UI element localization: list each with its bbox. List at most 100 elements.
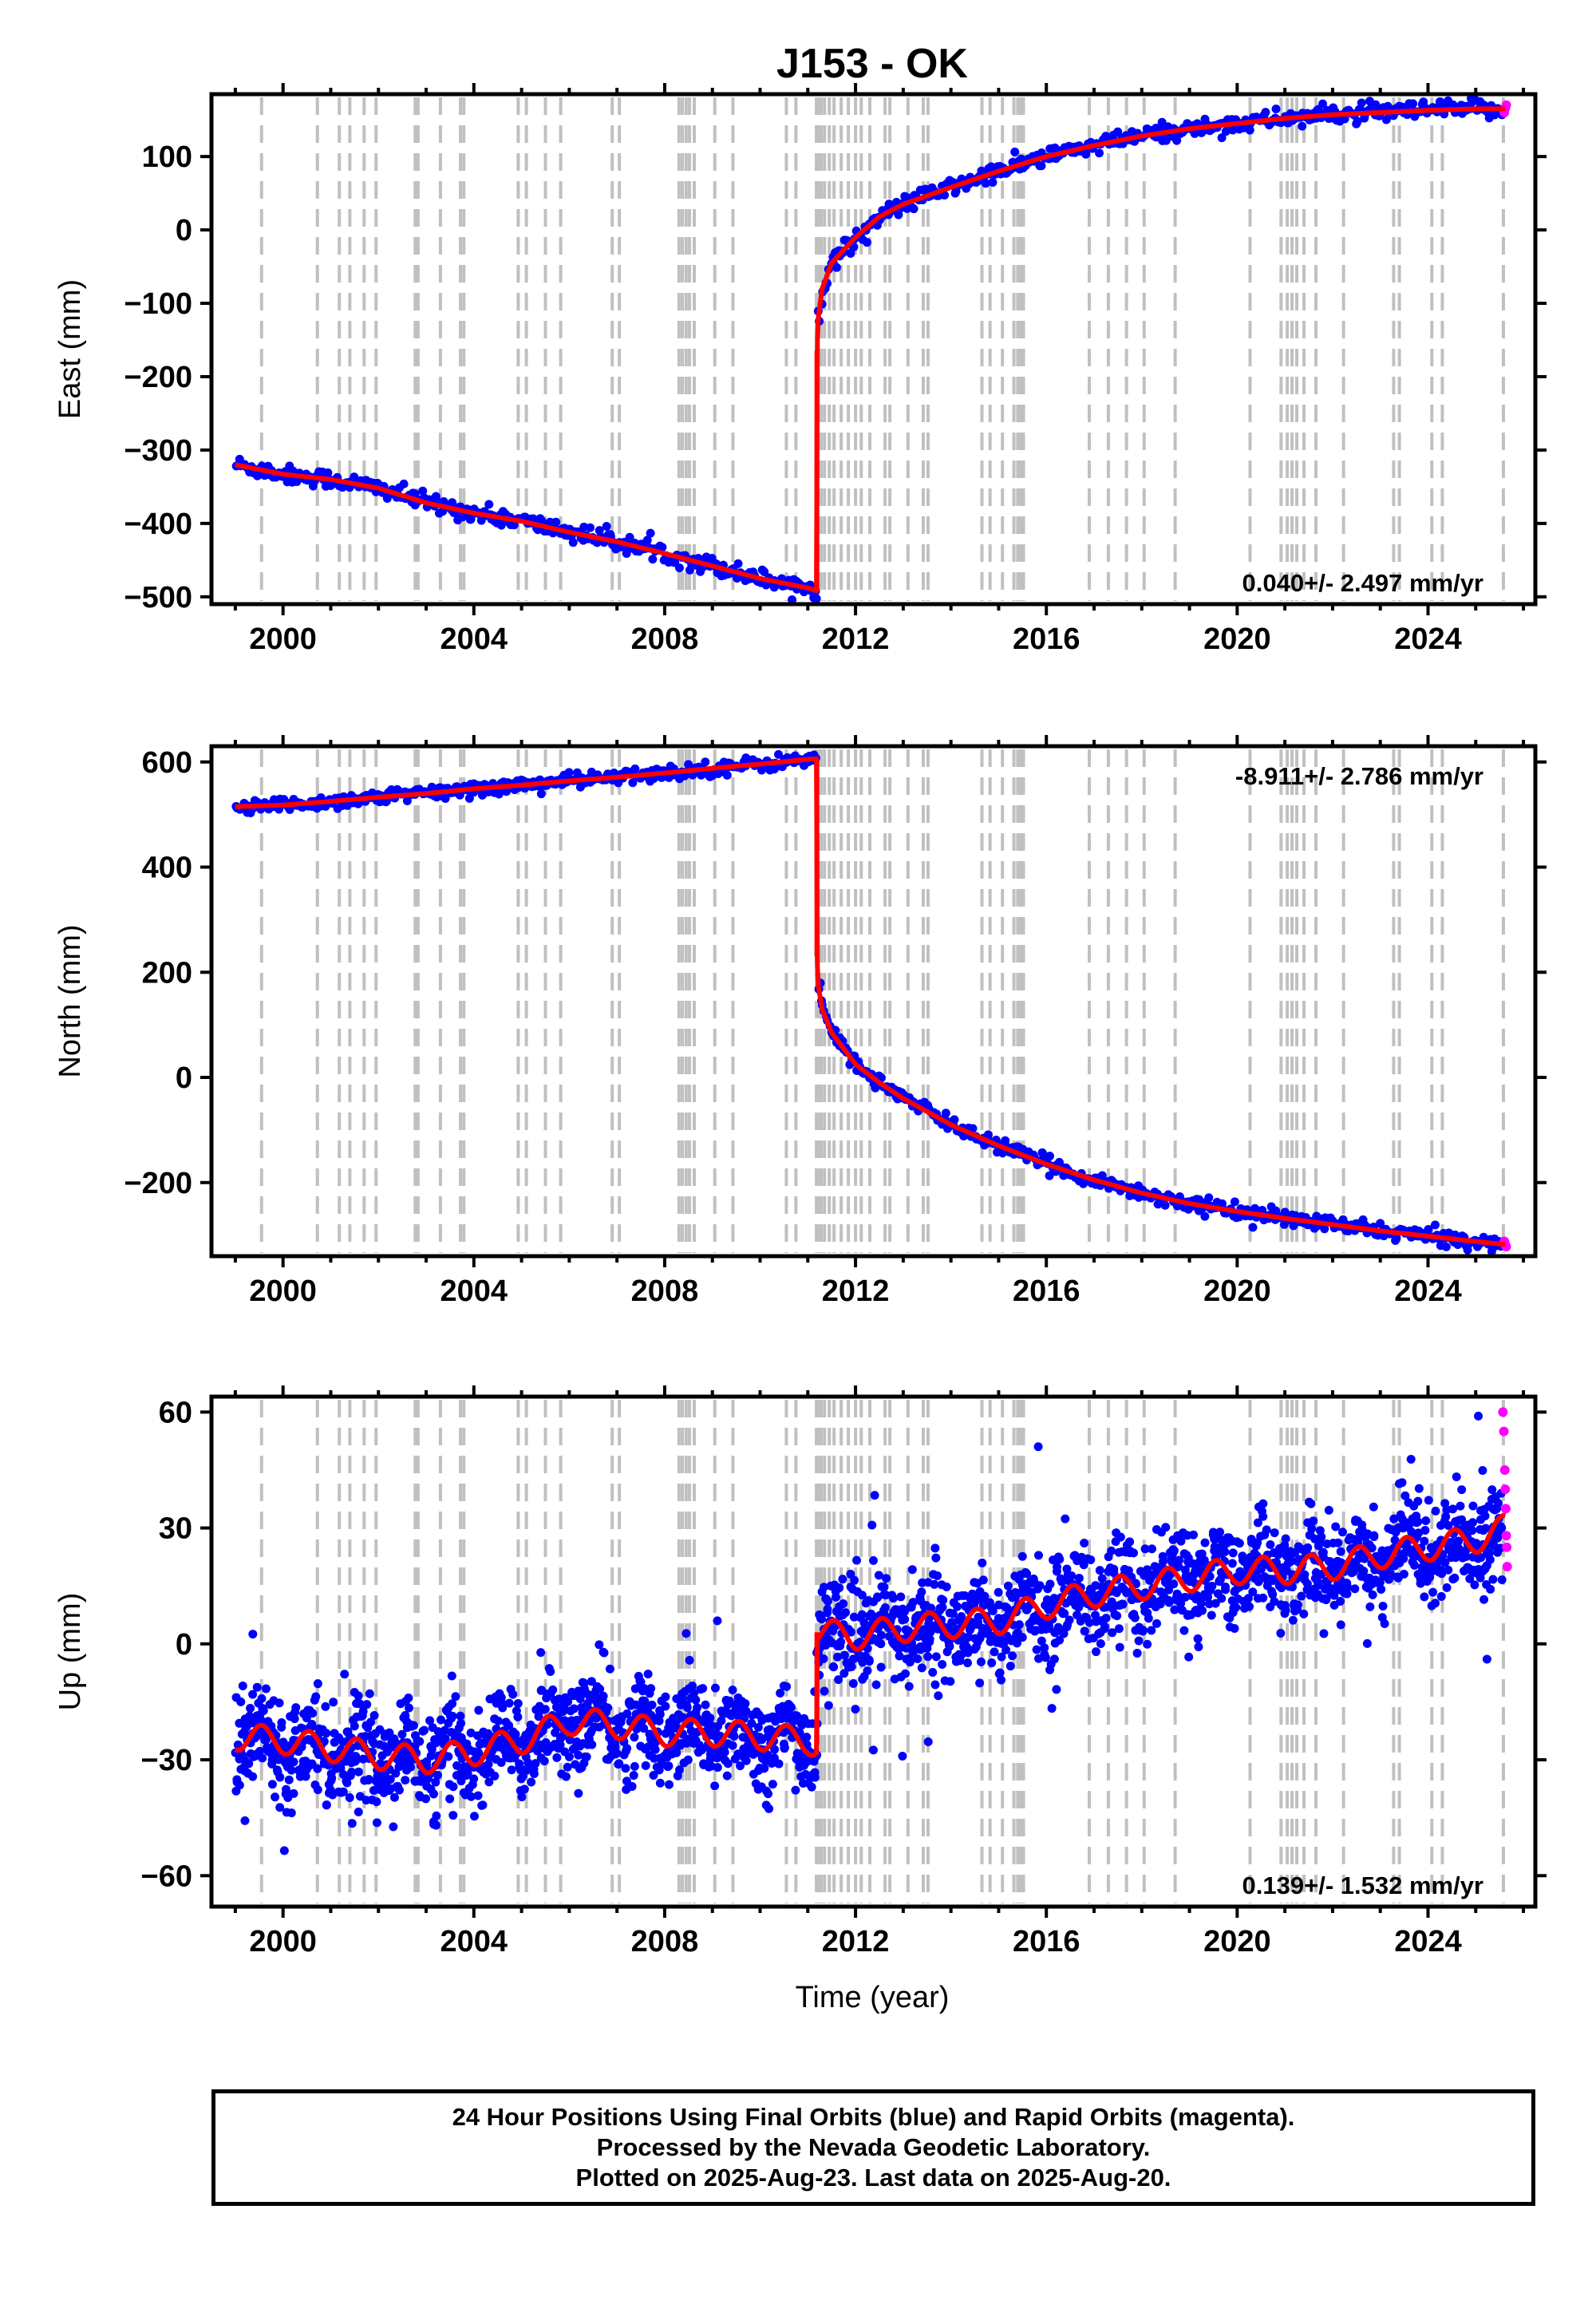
data-point	[1376, 1219, 1385, 1228]
data-point	[764, 1804, 774, 1813]
data-point	[1457, 1485, 1467, 1495]
x-tick-label: 2016	[1013, 622, 1080, 656]
data-point	[1230, 1623, 1239, 1633]
north-y-axis-label: North (mm)	[53, 924, 87, 1077]
data-point	[935, 1603, 945, 1613]
data-point	[1413, 1517, 1423, 1527]
data-point	[504, 1698, 514, 1708]
data-point	[301, 1772, 310, 1781]
data-point	[1096, 1628, 1105, 1638]
data-point	[824, 1596, 833, 1606]
y-tick-label: 200	[142, 956, 192, 990]
data-point	[1190, 128, 1199, 138]
data-point	[271, 1792, 280, 1802]
data-point	[1307, 1524, 1317, 1534]
data-point	[1159, 1557, 1168, 1567]
data-point	[448, 1782, 458, 1792]
data-point	[720, 1748, 729, 1757]
data-point	[835, 1583, 844, 1593]
data-point	[291, 1703, 301, 1713]
y-tick-label: −60	[141, 1860, 192, 1893]
data-point	[1444, 1565, 1453, 1575]
data-point	[364, 1774, 373, 1784]
data-point	[976, 1657, 986, 1666]
data-point	[1143, 1639, 1152, 1649]
data-point	[548, 1685, 558, 1694]
data-point	[447, 1671, 456, 1681]
data-point	[1001, 1136, 1010, 1145]
data-point	[1441, 1242, 1451, 1251]
data-point	[1184, 1652, 1194, 1662]
data-point	[1336, 1620, 1345, 1630]
data-point	[1414, 1484, 1424, 1493]
data-point	[1497, 1575, 1507, 1584]
data-point	[327, 1773, 337, 1783]
x-tick-label: 2004	[440, 622, 508, 656]
data-point	[1428, 1587, 1438, 1597]
data-point	[812, 594, 821, 603]
data-point	[546, 1666, 555, 1676]
data-point	[1045, 1152, 1055, 1161]
rapid-orbit-point	[1499, 1464, 1510, 1475]
data-point	[1378, 1601, 1388, 1611]
data-point	[579, 1678, 589, 1688]
footer-line-2: Processed by the Nevada Geodetic Laborat…	[596, 2133, 1151, 2161]
data-point	[994, 1587, 1003, 1597]
data-point	[917, 1587, 926, 1597]
data-point	[807, 1782, 816, 1792]
data-point	[1194, 1642, 1203, 1651]
data-point	[930, 1543, 940, 1553]
data-point	[1331, 1522, 1341, 1531]
data-point	[490, 1771, 500, 1780]
data-point	[974, 1612, 983, 1622]
data-point	[345, 1792, 354, 1802]
up-panel: 2000 2004 2008 2012 2016 2020 2024 −60 −30 0 30 60 U…	[53, 1385, 1547, 1958]
data-point	[602, 1754, 611, 1764]
data-point	[1067, 1571, 1077, 1581]
data-point	[354, 1807, 363, 1816]
data-point	[1276, 1628, 1286, 1638]
data-point	[963, 1658, 973, 1668]
data-point	[366, 1717, 376, 1727]
data-point	[1228, 1548, 1238, 1558]
data-point	[1148, 1544, 1157, 1554]
y-tick-label: −500	[124, 581, 192, 615]
data-point	[575, 1741, 585, 1751]
data-point	[1245, 125, 1254, 135]
data-point	[272, 1765, 282, 1775]
data-point	[1482, 1654, 1491, 1664]
data-point	[279, 1846, 289, 1856]
data-point	[867, 1520, 877, 1530]
y-tick-label: −30	[141, 1744, 192, 1777]
east-plot-area	[231, 94, 1511, 604]
data-point	[313, 1679, 322, 1689]
data-point	[1032, 1645, 1041, 1654]
data-point	[236, 1765, 246, 1774]
data-point	[507, 1765, 516, 1775]
data-point	[1420, 1592, 1429, 1602]
data-point	[1061, 1514, 1070, 1524]
data-point	[1221, 1582, 1231, 1591]
data-point	[780, 1743, 789, 1753]
data-point	[629, 1771, 638, 1780]
data-point	[399, 1751, 409, 1761]
data-point	[1410, 1560, 1420, 1570]
data-point	[729, 1732, 739, 1741]
data-point	[484, 500, 494, 509]
data-point	[1235, 1539, 1244, 1548]
data-point	[240, 1756, 250, 1765]
data-point	[466, 1728, 476, 1737]
rapid-orbit-point	[1502, 1542, 1512, 1552]
data-point	[1377, 1584, 1386, 1594]
data-point	[829, 1662, 839, 1672]
data-point	[1052, 1685, 1061, 1694]
data-point	[517, 1792, 527, 1802]
data-point	[404, 1694, 413, 1703]
data-point	[1450, 1573, 1460, 1583]
data-point	[574, 1788, 583, 1798]
data-point	[1042, 1595, 1052, 1605]
data-point	[289, 1757, 298, 1767]
data-point	[823, 1604, 832, 1614]
north-rate-label: -8.911+/- 2.786 mm/yr	[1235, 762, 1483, 790]
east-rate-label: 0.040+/- 2.497 mm/yr	[1242, 569, 1483, 597]
